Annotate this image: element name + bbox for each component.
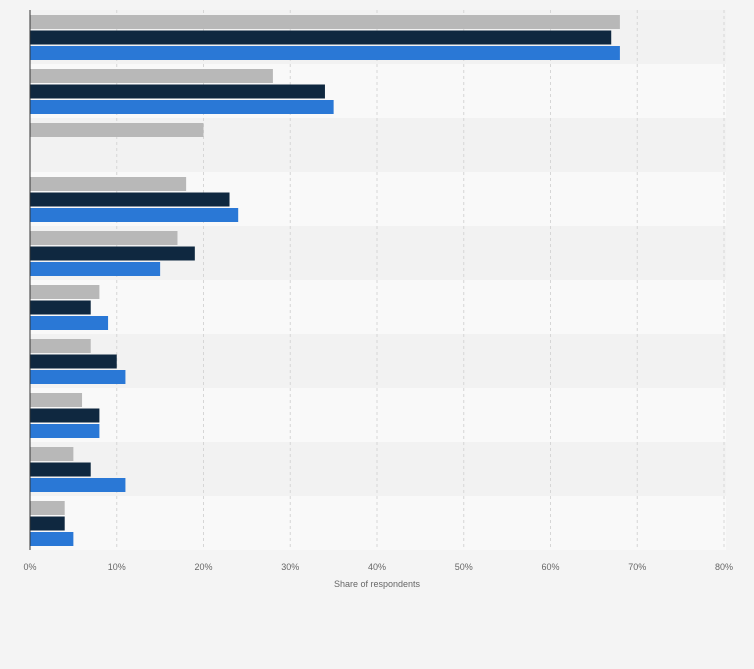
bar bbox=[30, 316, 109, 330]
bar bbox=[30, 231, 178, 245]
x-tick-label: 0% bbox=[23, 562, 36, 572]
bar bbox=[30, 123, 204, 137]
bar bbox=[30, 15, 620, 29]
bar bbox=[30, 516, 65, 531]
bar bbox=[30, 532, 74, 546]
bar bbox=[30, 424, 100, 438]
bar bbox=[30, 447, 74, 461]
bar bbox=[30, 246, 195, 261]
x-tick-label: 50% bbox=[455, 562, 473, 572]
bar bbox=[30, 354, 117, 369]
row-band bbox=[30, 280, 726, 334]
bar bbox=[30, 462, 91, 477]
bar bbox=[30, 69, 273, 83]
bar bbox=[30, 501, 65, 515]
bar bbox=[30, 262, 161, 276]
bar bbox=[30, 100, 334, 114]
x-axis-title: Share of respondents bbox=[334, 579, 421, 589]
bar bbox=[30, 393, 83, 407]
x-tick-label: 40% bbox=[368, 562, 386, 572]
bar bbox=[30, 339, 91, 353]
bar bbox=[30, 300, 91, 315]
bar bbox=[30, 84, 325, 99]
bar bbox=[30, 177, 187, 191]
bar bbox=[30, 408, 100, 423]
bar bbox=[30, 478, 126, 492]
bar bbox=[30, 192, 230, 207]
x-tick-label: 70% bbox=[628, 562, 646, 572]
x-tick-label: 60% bbox=[541, 562, 559, 572]
x-axis-ticks: 0% 10% 20% 30% 40% 50% 60% 70% 80% bbox=[23, 562, 733, 572]
row-band bbox=[30, 334, 726, 388]
bars bbox=[30, 15, 620, 546]
row-band bbox=[30, 442, 726, 496]
bar bbox=[30, 30, 612, 45]
x-tick-label: 20% bbox=[194, 562, 212, 572]
bar bbox=[30, 285, 100, 299]
bar bbox=[30, 46, 620, 60]
x-tick-label: 80% bbox=[715, 562, 733, 572]
row-band bbox=[30, 388, 726, 442]
bar bbox=[30, 208, 239, 222]
bar bbox=[30, 370, 126, 384]
x-tick-label: 10% bbox=[108, 562, 126, 572]
row-band bbox=[30, 496, 726, 550]
x-tick-label: 30% bbox=[281, 562, 299, 572]
